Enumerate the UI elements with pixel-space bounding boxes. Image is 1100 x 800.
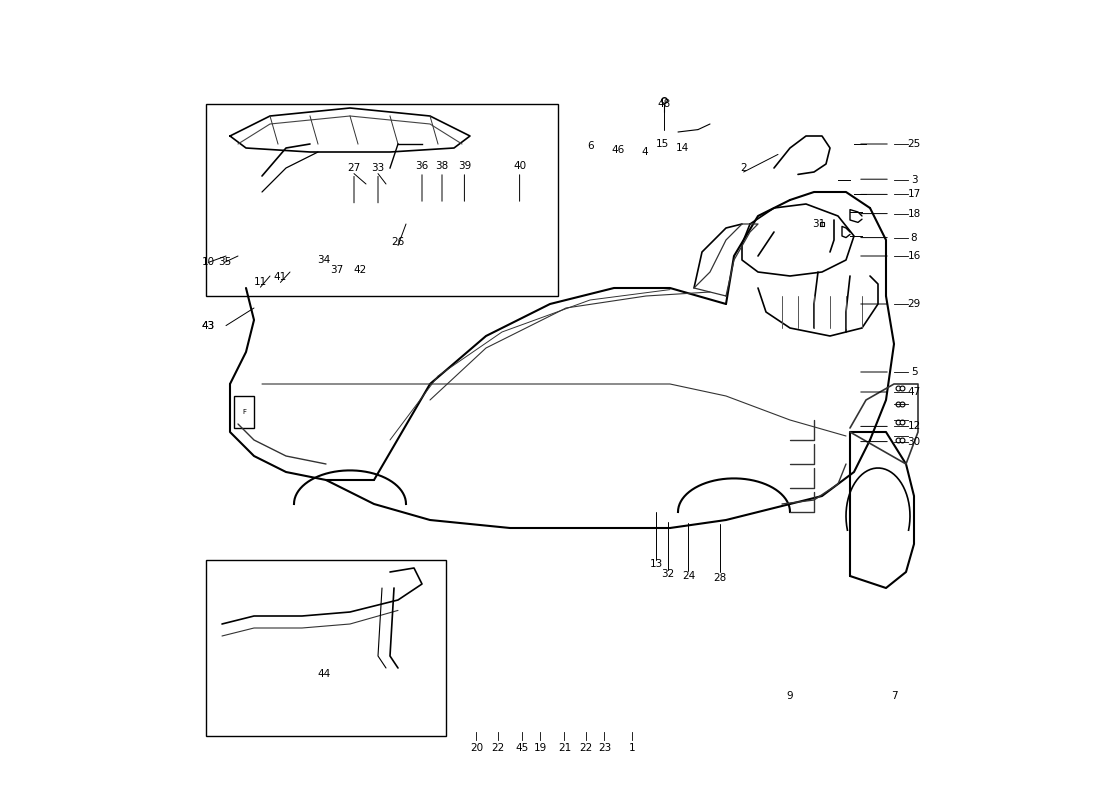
Text: 37: 37 [331,266,344,275]
Text: 47: 47 [908,387,921,397]
Text: 35: 35 [218,258,231,267]
Text: 25: 25 [908,139,921,149]
Text: 36: 36 [416,162,429,171]
Text: 15: 15 [656,139,669,149]
Text: 43: 43 [201,321,214,330]
Text: 18: 18 [908,209,921,218]
Text: 11: 11 [254,277,267,286]
Text: 31: 31 [812,219,825,229]
Text: 34: 34 [317,255,330,265]
Text: 8: 8 [911,233,917,242]
Text: 22: 22 [580,743,593,753]
Text: 19: 19 [534,743,547,753]
Text: 39: 39 [458,161,471,170]
Text: 1: 1 [629,743,636,753]
Text: 23: 23 [597,743,611,753]
Text: 24: 24 [682,571,695,581]
Text: 28: 28 [713,573,726,582]
Text: 21: 21 [558,743,571,753]
Text: 38: 38 [436,161,449,170]
Text: 33: 33 [372,163,385,173]
Text: 46: 46 [612,145,625,154]
Text: 48: 48 [658,99,671,109]
Text: 45: 45 [516,743,529,753]
Text: 26: 26 [392,237,405,246]
Text: 32: 32 [661,569,674,578]
Text: 42: 42 [353,265,366,274]
Text: 13: 13 [650,559,663,569]
Text: 9: 9 [786,691,793,701]
Text: 4: 4 [641,147,648,157]
Text: 41: 41 [274,272,287,282]
Text: 30: 30 [908,437,921,446]
Text: 40: 40 [513,161,526,170]
Text: 17: 17 [908,190,921,199]
Text: F: F [242,409,246,415]
Bar [206,104,558,296]
Text: 3: 3 [911,175,917,185]
Text: 29: 29 [908,299,921,309]
Text: 10: 10 [201,258,214,267]
Text: 43: 43 [201,321,214,330]
Text: 16: 16 [908,251,921,261]
Text: 22: 22 [492,743,505,753]
Text: 6: 6 [587,142,594,151]
Text: 27: 27 [348,163,361,173]
Bar [234,396,254,428]
Bar [206,560,446,736]
Text: 5: 5 [911,367,917,377]
Text: 20: 20 [470,743,483,753]
Text: 12: 12 [908,422,921,431]
Text: 7: 7 [891,691,898,701]
Text: 2: 2 [740,163,747,173]
Text: 44: 44 [318,669,331,678]
Text: 14: 14 [676,143,690,153]
